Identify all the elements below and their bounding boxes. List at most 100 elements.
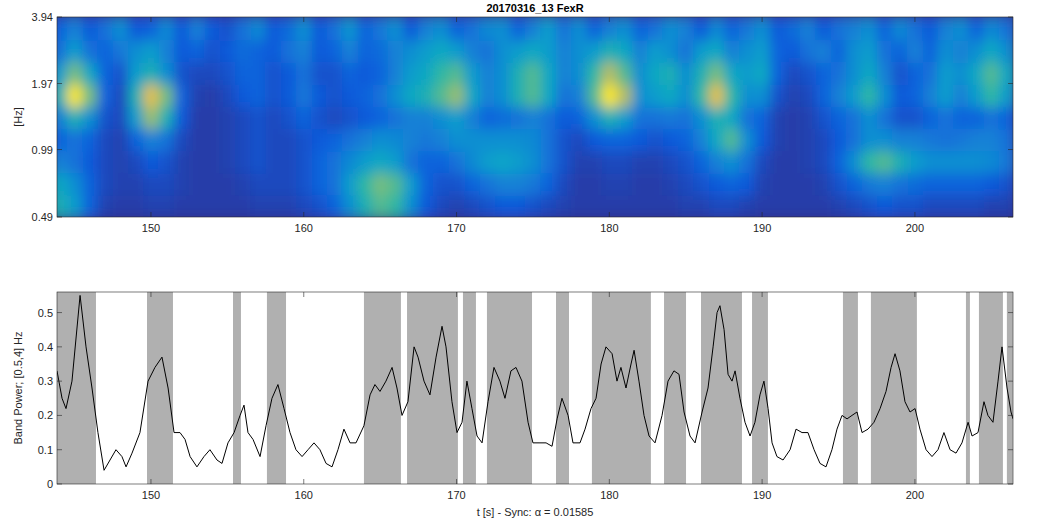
heatmap-cell (510, 84, 526, 107)
heatmap-cell (739, 62, 755, 85)
heatmap-cell (479, 173, 495, 195)
y-tick (1008, 381, 1013, 382)
heatmap-cell (586, 129, 602, 152)
heatmap-cell (968, 129, 984, 152)
x-tick (456, 292, 457, 297)
heatmap-cell (220, 84, 236, 107)
heatmap-cell (113, 129, 129, 152)
heatmap-cell (984, 151, 1000, 174)
heatmap-cell (739, 18, 755, 41)
heatmap-cell (938, 18, 954, 41)
heatmap-cell (67, 40, 83, 63)
heatmap-cell (846, 173, 862, 195)
heatmap-cell (57, 62, 67, 85)
sync-interval (147, 292, 173, 484)
heatmap-cell (449, 195, 465, 217)
heatmap-cell (709, 107, 725, 129)
heatmap-cell (892, 84, 908, 107)
heatmap-cell (464, 62, 480, 85)
heatmap-cell (602, 84, 618, 107)
heatmap-cell (311, 107, 327, 129)
heatmap-cell (984, 195, 1000, 217)
heatmap-cell (281, 195, 297, 217)
x-tick-label: 190 (753, 489, 771, 501)
heatmap-cell (57, 107, 67, 129)
heatmap-cell (266, 84, 282, 107)
heatmap-cell (739, 40, 755, 63)
heatmap-cell (449, 40, 465, 63)
heatmap-cell (968, 173, 984, 195)
sync-interval (487, 292, 532, 484)
heatmap-cell (174, 84, 190, 107)
heatmap-cell (632, 129, 648, 152)
heatmap-panel: 1501601701801902000.490.991.973.94201703… (12, 0, 1043, 247)
heatmap-cell (663, 40, 679, 63)
heatmap-cell (311, 62, 327, 85)
x-tick (609, 17, 610, 22)
heatmap-cell (739, 173, 755, 195)
heatmap-cell (923, 40, 939, 63)
heatmap-cell (938, 129, 954, 152)
heatmap-cell (571, 173, 587, 195)
sync-interval (979, 292, 1003, 484)
heatmap-cell (648, 173, 664, 195)
heatmap-cell (388, 151, 404, 174)
y-tick (1008, 346, 1013, 347)
x-tick (914, 212, 915, 217)
heatmap-cell (403, 107, 419, 129)
heatmap-cell (67, 62, 83, 85)
heatmap-cell (97, 40, 113, 63)
heatmap-cell (296, 40, 312, 63)
heatmap-cell (861, 62, 877, 85)
heatmap-cell (724, 151, 740, 174)
heatmap-cell (113, 84, 129, 107)
heatmap-cell (434, 173, 450, 195)
heatmap-cell (113, 40, 129, 63)
heatmap-cell (281, 151, 297, 174)
heatmap-cell (113, 18, 129, 41)
x-tick (303, 479, 304, 484)
heatmap-cell (892, 62, 908, 85)
heatmap-cell (128, 40, 144, 63)
y-tick-label: 0.99 (32, 144, 53, 156)
heatmap-cell (770, 62, 786, 85)
heatmap-cell (571, 107, 587, 129)
heatmap-cell (510, 129, 526, 152)
heatmap-cell (82, 84, 98, 107)
line-plot-area (57, 292, 1013, 484)
heatmap-cell (648, 40, 664, 63)
x-tick (762, 212, 763, 217)
heatmap-cell (250, 195, 266, 217)
heatmap-cell (586, 173, 602, 195)
heatmap-cell (525, 129, 541, 152)
heatmap-cell (82, 151, 98, 174)
sync-interval (966, 292, 970, 484)
heatmap-cell (418, 107, 434, 129)
heatmap-cell (938, 195, 954, 217)
heatmap-cell (128, 129, 144, 152)
heatmap-cell (327, 40, 343, 63)
heatmap-cell (128, 151, 144, 174)
x-tick-label: 150 (142, 222, 160, 234)
y-axis-title: [Hz] (12, 107, 24, 127)
heatmap-cell (434, 18, 450, 41)
heatmap-cell (846, 84, 862, 107)
heatmap-cell (785, 18, 801, 41)
heatmap-cell (388, 173, 404, 195)
x-tick (456, 479, 457, 484)
heatmap-cell (617, 40, 633, 63)
heatmap-cell (709, 84, 725, 107)
heatmap-cell (923, 173, 939, 195)
heatmap-cell (464, 173, 480, 195)
heatmap-cell (143, 62, 159, 85)
heatmap-cell (128, 84, 144, 107)
heatmap-cell (754, 40, 770, 63)
heatmap-cell (113, 107, 129, 129)
heatmap-cell (984, 18, 1000, 41)
heatmap-cell (204, 129, 220, 152)
heatmap-cell (861, 195, 877, 217)
heatmap-cell (250, 18, 266, 41)
heatmap-cell (159, 18, 175, 41)
y-tick (57, 149, 62, 150)
heatmap-cell (204, 84, 220, 107)
